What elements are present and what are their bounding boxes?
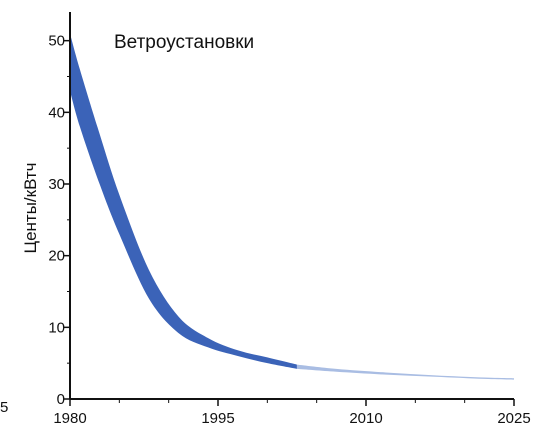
- x-tick-label: 2025: [497, 410, 530, 427]
- chart-title: Ветроустановки: [114, 32, 254, 53]
- y-tick-label: 40: [48, 104, 65, 121]
- axes: 0 10 20 30 40 50 1980 1995 2010 2025: [48, 12, 531, 427]
- y-tick-label: 20: [48, 248, 65, 265]
- edge-label: 5: [0, 399, 8, 416]
- band-series-0: [70, 33, 297, 369]
- y-tick-label: 50: [48, 33, 65, 50]
- x-tick-label: 1995: [201, 410, 234, 427]
- x-tick-label: 2010: [349, 410, 382, 427]
- y-axis-title: Центы/кВтч: [21, 162, 40, 253]
- plot-area: [70, 33, 514, 380]
- x-tick-label: 1980: [53, 410, 86, 427]
- y-tick-label: 30: [48, 176, 65, 193]
- y-tick-label: 0: [57, 391, 65, 408]
- y-tick-label: 10: [48, 319, 65, 336]
- band-series-1: [296, 364, 514, 380]
